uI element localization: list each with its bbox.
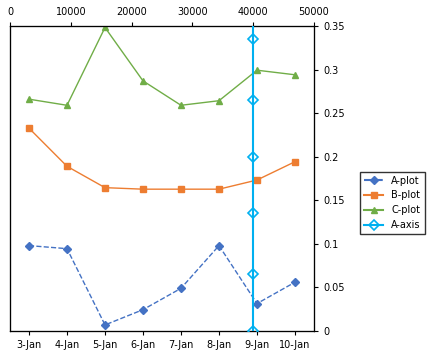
B-plot <box>292 160 297 164</box>
Line: C-plot: C-plot <box>26 24 298 109</box>
A-plot <box>65 247 70 251</box>
C-plot <box>26 97 32 101</box>
A-plot <box>216 243 222 248</box>
C-plot <box>178 103 184 107</box>
B-plot <box>254 178 260 182</box>
A-plot <box>140 307 146 312</box>
C-plot <box>140 79 146 83</box>
A-plot <box>178 286 184 291</box>
Legend: A-plot, B-plot, C-plot, A-axis: A-plot, B-plot, C-plot, A-axis <box>360 172 425 234</box>
Line: B-plot: B-plot <box>26 125 298 192</box>
A-plot <box>102 323 108 327</box>
C-plot <box>254 68 260 72</box>
B-plot <box>65 164 70 169</box>
B-plot <box>216 187 222 191</box>
B-plot <box>178 187 184 191</box>
B-plot <box>140 187 146 191</box>
A-plot <box>292 280 297 285</box>
B-plot <box>26 126 32 130</box>
A-plot <box>26 243 32 248</box>
C-plot <box>292 72 297 77</box>
C-plot <box>65 103 70 107</box>
B-plot <box>102 186 108 190</box>
C-plot <box>216 99 222 103</box>
C-plot <box>102 25 108 30</box>
Line: A-plot: A-plot <box>26 243 298 328</box>
A-plot <box>254 301 260 306</box>
